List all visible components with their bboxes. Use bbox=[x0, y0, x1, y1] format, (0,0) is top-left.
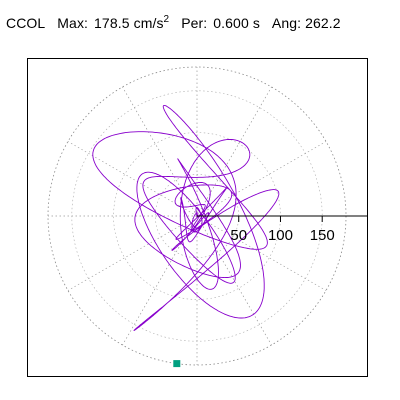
grid-spoke bbox=[196, 141, 327, 217]
max-label: Max: bbox=[57, 15, 89, 31]
peak-marker bbox=[173, 360, 181, 368]
angle-value: 262.2 bbox=[305, 15, 341, 31]
peak-marker-layer bbox=[173, 360, 181, 368]
station-code: CCOL bbox=[6, 15, 46, 31]
orbit-trace bbox=[92, 104, 280, 331]
period-value: 0.600 s bbox=[213, 15, 260, 31]
radial-tick-label: 150 bbox=[310, 227, 335, 244]
plot-frame bbox=[27, 58, 368, 377]
radial-tick-label: 100 bbox=[268, 227, 293, 244]
max-unit-exponent: 2 bbox=[163, 14, 170, 25]
grid-spoke bbox=[67, 215, 198, 291]
grid-spoke bbox=[196, 215, 327, 291]
grid-spoke bbox=[196, 86, 272, 217]
max-value: 178.5 bbox=[94, 15, 130, 31]
grid-spoke bbox=[122, 215, 198, 346]
period-label: Per: bbox=[181, 15, 208, 31]
max-unit: cm/s bbox=[133, 15, 164, 31]
angle-label: Ang: bbox=[271, 15, 302, 31]
orbit-path bbox=[92, 104, 280, 331]
chart-title: CCOL Max: 178.5 cm/s2 Per: 0.600 s Ang: 262.2 bbox=[6, 14, 341, 32]
radial-axis: 50 100 150 bbox=[197, 215, 367, 244]
radial-tick-label: 50 bbox=[230, 227, 247, 244]
